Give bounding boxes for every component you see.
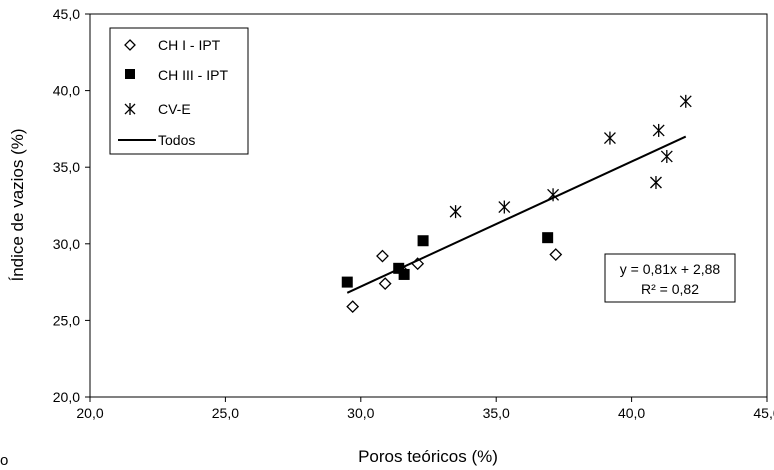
y-tick-label: 20,0 [53, 389, 80, 405]
equation-text: y = 0,81x + 2,88 [620, 261, 721, 277]
point-square [542, 232, 554, 244]
axis-ticks: 20,0 25,0 30,0 35,0 40,0 45,0 20,0 25,0 30,0 35,0… [53, 6, 774, 421]
y-tick-label: 30,0 [53, 236, 80, 252]
point-square [398, 268, 410, 280]
legend-label-cve: CV-E [158, 101, 191, 117]
point-diamond [378, 277, 392, 291]
y-tick-label: 35,0 [53, 159, 80, 175]
legend-square-icon [125, 69, 135, 79]
point-diamond [549, 248, 563, 261]
point-asterisk [603, 131, 616, 145]
point-asterisk [498, 200, 511, 214]
legend-label-ch3: CH III - IPT [158, 67, 228, 83]
x-tick-label: 30,0 [347, 405, 374, 421]
point-square [341, 276, 353, 288]
point-asterisk [449, 205, 462, 219]
point-diamond [346, 300, 360, 314]
legend-diamond-icon [124, 39, 136, 51]
x-tick-label: 40,0 [618, 405, 645, 421]
x-tick-label: 25,0 [212, 405, 239, 421]
r-squared-text: R² = 0,82 [641, 281, 699, 297]
legend: CH I - IPT CH III - IPT CV-E Todos [109, 27, 249, 155]
point-asterisk [679, 94, 692, 108]
legend-box [109, 27, 249, 155]
point-asterisk [660, 149, 673, 163]
point-diamond [376, 249, 389, 263]
trendline [346, 135, 687, 294]
equation-frame [604, 253, 736, 303]
x-tick-label: 35,0 [483, 405, 510, 421]
trendline-layer [346, 135, 687, 294]
y-axis-title: Índice de vazios (%) [8, 128, 27, 281]
legend-label-ch1: CH I - IPT [158, 37, 221, 53]
legend-asterisk-icon [124, 103, 136, 115]
x-axis-title: Poros teóricos (%) [358, 447, 498, 466]
stray-label: o [0, 452, 9, 469]
x-tick-label: 45,0 [753, 405, 774, 421]
y-tick-label: 45,0 [53, 6, 80, 22]
x-tick-label: 20,0 [76, 405, 103, 421]
y-tick-label: 25,0 [53, 312, 80, 328]
point-asterisk [652, 123, 665, 137]
point-square [417, 235, 429, 247]
y-tick-label: 40,0 [53, 83, 80, 99]
data-points [341, 94, 692, 314]
legend-label-todos: Todos [158, 132, 195, 148]
equation-box: y = 0,81x + 2,88 R² = 0,82 [604, 253, 736, 303]
point-asterisk [650, 176, 662, 190]
